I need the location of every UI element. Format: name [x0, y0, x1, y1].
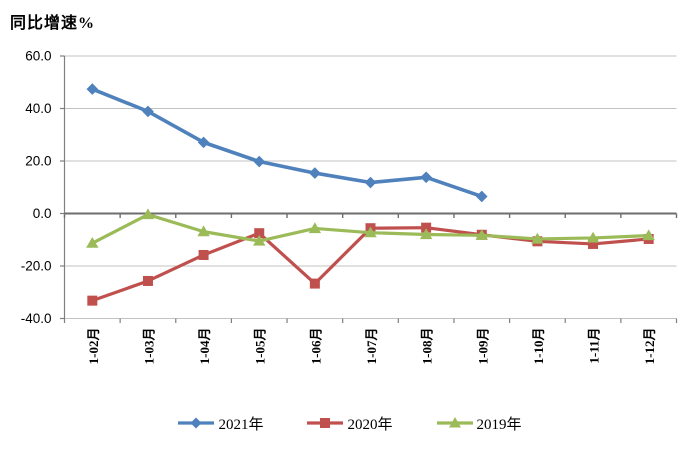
series-line-2021年 — [90, 87, 484, 199]
data-point-2019年-1-03月 — [141, 208, 155, 220]
x-tick-label: 1-11月 — [587, 328, 602, 364]
legend-item-2019年: 2019年 — [436, 413, 522, 434]
y-tick-label: -20.0 — [21, 259, 52, 274]
y-tick-label: 0.0 — [33, 206, 52, 221]
data-point-2020年-1-11月 — [588, 238, 599, 249]
x-tick-label: 1-08月 — [420, 328, 435, 365]
x-tick-label: 1-05月 — [253, 328, 268, 365]
data-point-2021年-1-06月 — [309, 167, 321, 179]
x-tick-label: 1-04月 — [197, 328, 212, 365]
triangle-marker-icon — [436, 417, 473, 428]
data-point-2019年-1-07月 — [364, 226, 377, 238]
data-point-2019年-1-10月 — [531, 232, 544, 244]
data-point-2019年-1-02月 — [86, 236, 99, 248]
data-point-2019年-1-04月 — [197, 225, 210, 237]
data-point-2021年-1-04月 — [197, 136, 210, 149]
square-marker-icon — [307, 418, 344, 428]
x-tick-label: 1-09月 — [475, 328, 490, 365]
data-point-2020年-1-06月 — [309, 278, 320, 289]
data-point-2020年-1-04月 — [198, 249, 209, 260]
plot-area: 60.0 40.0 20.0 0.0 -20.0 -40.0 1-02月 1-03月 1-04月… — [21, 49, 678, 365]
x-tick-label: 1-12月 — [642, 328, 657, 365]
data-point-2021年-1-02月 — [86, 83, 99, 95]
data-point-2019年-1-11月 — [586, 231, 600, 243]
legend-item-2020年: 2020年 — [307, 413, 393, 434]
data-point-2021年-1-08月 — [420, 171, 432, 184]
data-point-2021年-1-07月 — [364, 176, 377, 189]
y-tick-label: 40.0 — [25, 101, 51, 116]
data-point-2019年-1-08月 — [419, 228, 433, 240]
y-tick-label: -40.0 — [21, 311, 52, 326]
y-tick-label: 60.0 — [25, 49, 51, 64]
x-tick-label: 1-07月 — [364, 328, 379, 365]
legend: 2021年 2020年 2019年 — [0, 406, 700, 440]
x-tick-label: 1-06月 — [308, 328, 323, 365]
data-point-2021年-1-09月 — [475, 190, 488, 203]
diamond-marker-icon — [178, 417, 215, 429]
legend-label: 2019年 — [476, 416, 522, 433]
data-point-2020年-1-08月 — [421, 222, 432, 233]
data-point-2020年-1-03月 — [142, 275, 153, 286]
legend-label: 2020年 — [347, 416, 393, 433]
data-point-2019年-1-06月 — [308, 222, 322, 234]
data-point-2021年-1-03月 — [142, 105, 154, 118]
data-point-2019年-1-05月 — [253, 234, 266, 246]
data-point-2019年-1-09月 — [475, 229, 488, 240]
data-point-2020年-1-05月 — [254, 228, 265, 239]
y-tick-label: 20.0 — [25, 154, 51, 169]
data-point-2020年-1-02月 — [87, 295, 98, 306]
x-tick-label: 1-02月 — [86, 328, 101, 365]
legend-label: 2021年 — [218, 416, 264, 433]
data-point-2019年-1-12月 — [642, 229, 655, 241]
legend-item-2021年: 2021年 — [178, 413, 263, 434]
data-point-2021年-1-05月 — [253, 155, 266, 168]
x-tick-label: 1-10月 — [531, 328, 546, 365]
x-tick-label: 1-03月 — [141, 328, 156, 365]
chart-title: 同比增速% — [10, 15, 96, 32]
